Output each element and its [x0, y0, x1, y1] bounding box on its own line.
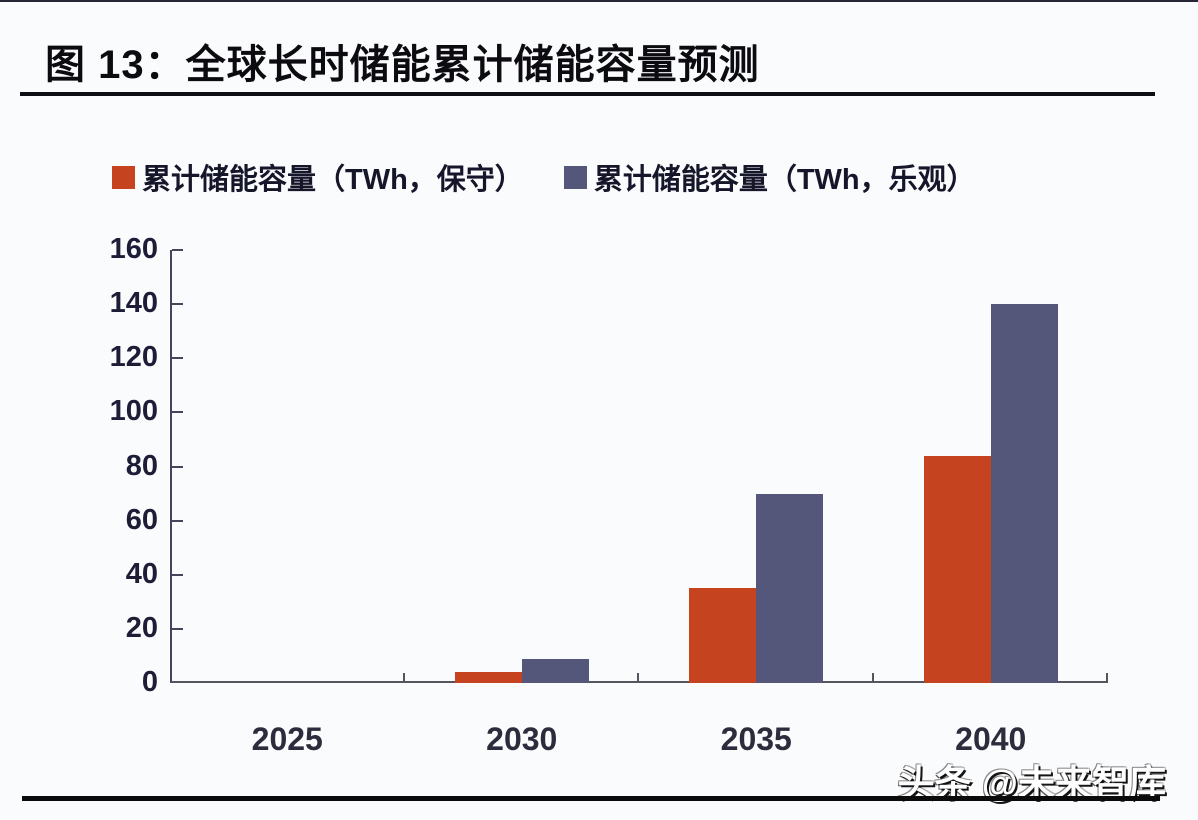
legend-label-conservative: 累计储能容量（TWh，保守）	[142, 164, 524, 196]
bar-optimistic-2035	[756, 493, 824, 683]
legend-label-optimistic: 累计储能容量（TWh，乐观）	[593, 164, 976, 196]
y-axis-tick-label: 80	[125, 449, 158, 482]
title-underline	[20, 92, 1155, 96]
y-axis-tick-mark	[172, 303, 183, 306]
bar-optimistic-2030	[521, 658, 589, 683]
bar-conservative-2035	[689, 588, 757, 683]
x-axis-tick-mark	[871, 673, 874, 683]
legend-item-optimistic: 累计储能容量（TWh，乐观）	[563, 156, 976, 198]
x-axis-tick-mark	[402, 673, 405, 683]
plot-area	[170, 250, 1108, 683]
y-axis-tick-mark	[172, 573, 183, 576]
top-border	[0, 0, 1198, 2]
bar-conservative-2030	[454, 672, 522, 683]
x-axis-tick-label: 2025	[251, 721, 323, 757]
y-axis-tick-label: 0	[141, 666, 158, 698]
x-axis-tick-mark	[1106, 673, 1108, 683]
y-axis-tick-mark	[172, 627, 183, 630]
legend-item-conservative: 累计储能容量（TWh，保守）	[112, 156, 524, 198]
bottom-underline	[22, 796, 1160, 801]
x-axis-tick-mark	[637, 673, 639, 683]
chart-title: 图 13：全球长时储能累计储能容量预测	[45, 43, 760, 87]
y-axis-tick-mark	[172, 411, 183, 414]
x-axis-tick-label: 2040	[955, 721, 1027, 757]
y-axis-tick-label: 60	[125, 503, 158, 536]
y-axis-tick-label: 160	[109, 233, 158, 265]
bar-conservative-2040	[923, 455, 991, 683]
optimistic-swatch-icon	[563, 165, 587, 189]
conservative-swatch-icon	[112, 165, 135, 189]
x-axis-tick-label: 2035	[720, 721, 792, 757]
y-axis-tick-mark	[172, 465, 183, 468]
y-axis-tick-mark	[172, 357, 183, 360]
x-axis-tick-label: 2030	[486, 721, 558, 757]
y-axis-tick-label: 120	[109, 341, 158, 374]
y-axis-tick-label: 100	[109, 395, 158, 428]
bar-optimistic-2040	[990, 304, 1058, 683]
legend: 累计储能容量（TWh，保守） 累计储能容量（TWh，乐观）	[112, 156, 976, 198]
y-axis-tick-label: 40	[125, 557, 158, 590]
y-axis-tick-mark	[172, 519, 183, 522]
y-axis-tick-label: 140	[109, 287, 158, 320]
y-axis-tick-mark	[172, 249, 183, 251]
y-axis-tick-label: 20	[125, 611, 158, 644]
